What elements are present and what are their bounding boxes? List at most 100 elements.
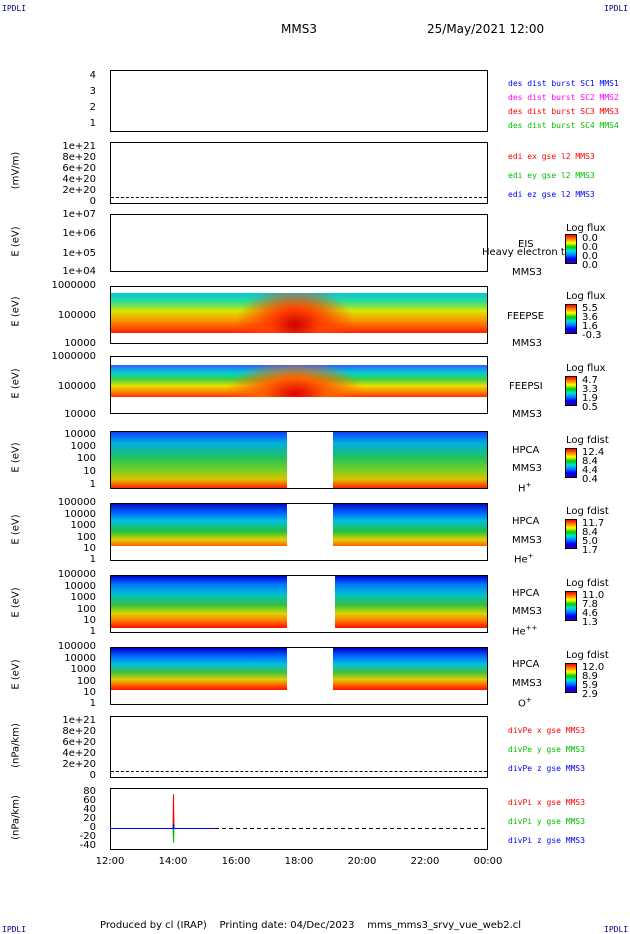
panel-burst-frame [110,70,488,132]
plot-frame [110,788,488,850]
tick-label: 1 [89,479,96,490]
species-label: He+ [514,552,534,566]
instrument-label: FEEPSI [509,381,543,392]
colorbar-value: 8.4 [582,527,598,538]
y-axis-label: (nPa/km) [10,795,22,840]
colorbar-value: 8.9 [582,671,598,682]
panel-feepse-frame [110,286,488,344]
tick-label: 2 [89,102,96,113]
colorbar-value: 7.8 [582,599,598,610]
colorbar [565,376,577,406]
colorbar-value: 3.6 [582,312,598,323]
tick-label: 1 [89,626,96,637]
colorbar-value: 4.4 [582,465,598,476]
spacecraft-label: MMS3 [512,409,542,420]
panel-feepsi-frame [110,356,488,414]
colorbar-value: 12.4 [582,447,605,458]
legend-entry: divPi y gse MMS3 [508,817,586,826]
tick-label: 20 [83,813,96,824]
corner-label-bottom-left: IPDLI [2,925,27,934]
legend-entry: des dist burst SC3 MMS3 [508,107,619,116]
tick-label: 1000000 [51,351,96,362]
species-label: O+ [518,696,532,710]
colorbar [565,234,577,264]
panel-hpca-heplus-frame [110,503,488,561]
tick-label: 1000000 [51,280,96,291]
tick-label: 4e+20 [62,748,96,759]
spacecraft-label: MMS3 [512,463,542,474]
colorbar-value: 1.3 [582,617,598,628]
tick-label: 8e+20 [62,152,96,163]
legend-entry: des dist burst SC1 MMS1 [508,79,619,88]
tick-label: -20 [79,831,96,842]
panel-hpca-h-frame [110,431,488,489]
tick-label: 6e+20 [62,737,96,748]
tick-label: 100000 [57,569,96,580]
colorbar-title: Log flux [566,223,606,234]
spacecraft-label: MMS3 [512,267,542,278]
corner-label-bottom-right: IPDLI [604,925,629,934]
colorbar-value: -0.3 [582,330,602,341]
y-axis-label: (nPa/km) [10,723,22,768]
legend-entry: edi ey gse l2 MMS3 [508,171,595,180]
x-tick-label: 22:00 [410,856,440,867]
colorbar-value: 3.3 [582,384,598,395]
colorbar-value: 0.4 [582,474,598,485]
tick-label: 1e+21 [62,715,96,726]
y-axis-label: E (eV) [10,296,22,327]
data-gap [287,648,333,704]
tick-label: 2e+20 [62,759,96,770]
legend-entry: des dist burst SC2 MMS2 [508,93,619,102]
colorbar-value: 0.0 [582,251,598,262]
colorbar-title: Log flux [566,363,606,374]
tick-label: 100 [76,604,96,615]
legend-entry: divPe y gse MMS3 [508,745,586,754]
x-tick-label: 00:00 [473,856,503,867]
tick-label: 1e+06 [62,228,96,239]
spectrogram-feepse [111,293,487,333]
tick-label: 1e+21 [62,141,96,152]
colorbar-value: 11.0 [582,590,605,601]
tick-label: 3 [89,86,96,97]
colorbar-title: Log fdist [566,578,609,589]
panel-edi-frame [110,142,488,204]
y-axis-label: E (eV) [10,587,22,618]
tick-label: 1000 [70,592,96,603]
colorbar-value: 0.5 [582,402,598,413]
colorbar-value: 0.0 [582,242,598,253]
colorbar [565,304,577,334]
tick-label: 40 [83,804,96,815]
overlay-label: Heavy electron to [482,247,571,258]
legend-entry: des dist burst SC4 MMS4 [508,121,619,130]
legend-entry: divPi z gse MMS3 [508,836,586,845]
tick-label: -40 [79,840,96,851]
tick-label: 0 [89,822,96,833]
panel-hpca-heplusplus-frame [110,575,488,633]
instrument-label: EIS [518,239,534,250]
tick-label: 1 [89,554,96,565]
footer-printing-date: Printing date: 04/Dec/2023 [219,920,355,931]
panel-hpca-o-frame [110,647,488,705]
tick-label: 10000 [64,509,96,520]
tick-label: 100000 [57,497,96,508]
colorbar-value: 0.0 [582,260,598,271]
tick-label: 10 [83,466,96,477]
tick-label: 1000 [70,520,96,531]
divpi-plot [110,788,488,850]
colorbar-title: Log fdist [566,650,609,661]
instrument-label: HPCA [512,516,540,527]
zero-line [111,771,487,772]
colorbar-value: 1.9 [582,393,598,404]
species-label: H+ [518,481,532,495]
footer-script: mms_mms3_srvy_vue_web2.cl [367,920,522,931]
species-label: He++ [512,624,538,638]
colorbar-value: 5.5 [582,303,598,314]
colorbar [565,663,577,693]
tick-label: 1 [89,698,96,709]
colorbar-title: Log flux [566,291,606,302]
footer: Produced by cl (IRAP) Printing date: 04/… [100,920,521,931]
tick-label: 60 [83,795,96,806]
spacecraft-label: MMS3 [512,606,542,617]
tick-label: 10000 [64,429,96,440]
colorbar-title: Log fdist [566,506,609,517]
